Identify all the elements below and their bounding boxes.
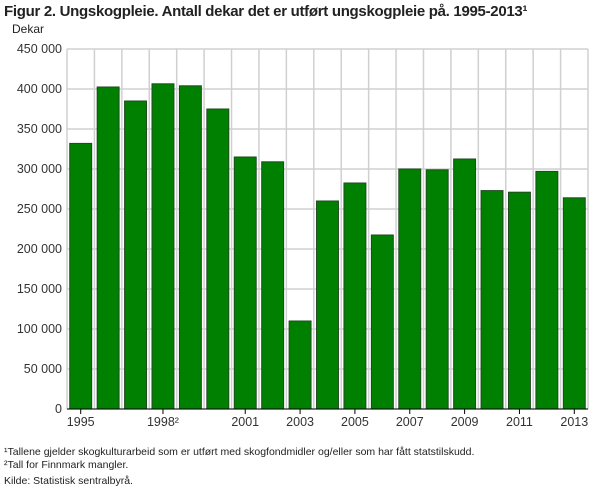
bar-2002 <box>261 161 285 410</box>
bar-2006 <box>370 234 394 410</box>
y-tick-label: 150 000 <box>17 282 62 296</box>
x-tick-label: 1998² <box>147 415 179 429</box>
bar-2003 <box>288 320 312 410</box>
y-tick-label: 0 <box>55 402 62 416</box>
bar-2000 <box>206 108 230 410</box>
bar-2009 <box>453 158 477 410</box>
bar-2007 <box>398 168 422 410</box>
y-axis-label: Dekar <box>12 22 45 36</box>
bar-1999 <box>178 85 202 410</box>
bar-1996 <box>96 86 120 410</box>
x-tick-label: 2013 <box>560 415 588 429</box>
bar-2012 <box>535 170 559 410</box>
bar-2013 <box>562 197 586 410</box>
y-tick-label: 50 000 <box>24 362 62 376</box>
x-tick-label: 2007 <box>396 415 424 429</box>
chart-title: Figur 2. Ungskogpleie. Antall dekar det … <box>4 3 528 20</box>
bar-2005 <box>343 182 367 410</box>
y-tick-label: 350 000 <box>17 122 62 136</box>
bar-2011 <box>507 191 531 410</box>
bar-2008 <box>425 169 449 410</box>
y-tick-label: 450 000 <box>17 42 62 56</box>
x-tick-label: 2005 <box>341 415 369 429</box>
bar-1998 <box>151 83 175 410</box>
y-tick-label: 250 000 <box>17 202 62 216</box>
source-note: Kilde: Statistisk sentralbyrå. <box>4 475 133 487</box>
x-tick-label: 1995 <box>67 415 95 429</box>
bar-chart: 0 50 000 100 000 150 000 200 000 250 000 300 0… <box>17 42 589 429</box>
bar-2010 <box>480 190 504 410</box>
x-tick-label: 2011 <box>506 415 533 429</box>
y-tick-label: 100 000 <box>17 322 62 336</box>
x-tick-label: 2009 <box>451 415 479 429</box>
x-tick-label: 2003 <box>286 415 314 429</box>
y-tick-label: 200 000 <box>17 242 62 256</box>
y-tick-label: 300 000 <box>17 162 62 176</box>
bar-2004 <box>316 200 339 410</box>
footnote-2: ²Tall for Finnmark mangler. <box>4 459 129 471</box>
bar-1995 <box>69 142 93 410</box>
bar-2001 <box>233 156 257 410</box>
y-tick-label: 400 000 <box>17 82 62 96</box>
x-tick-label: 2001 <box>231 415 259 429</box>
footnote-1: ¹Tallene gjelder skogkulturarbeid som er… <box>4 446 475 458</box>
bar-1997 <box>124 100 148 410</box>
